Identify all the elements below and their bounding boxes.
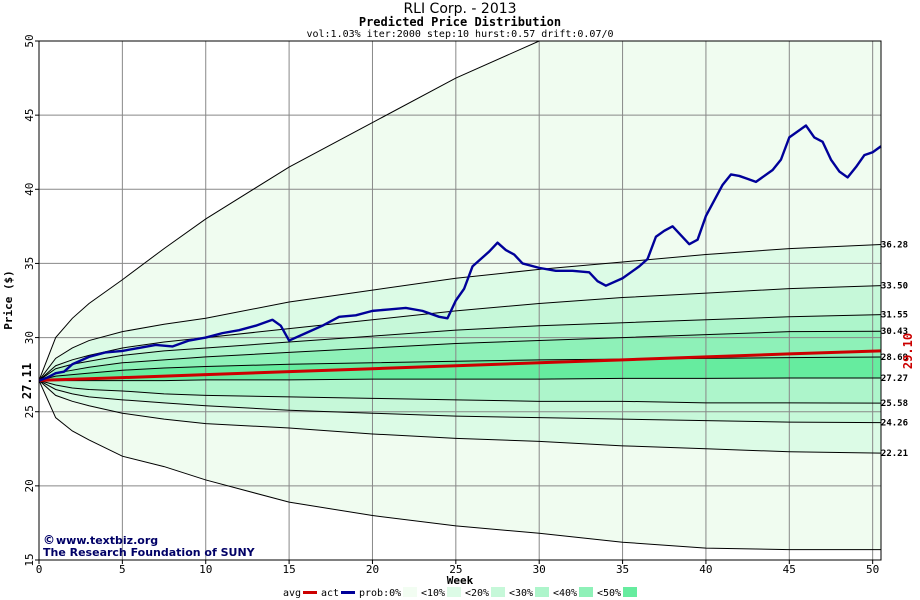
x-tick-label: 40 [699, 563, 712, 576]
percentile-line-upper-20 [38, 285, 882, 381]
band-50 [39, 356, 881, 381]
legend-swatch [403, 587, 417, 597]
percentile-line-lower-20 [38, 379, 882, 424]
end-label: 27.27 [881, 374, 908, 384]
credit-url: www.textbiz.org [56, 534, 158, 547]
credit-block: © www.textbiz.org The Research Foundatio… [43, 533, 256, 559]
x-tick-label: 15 [282, 563, 295, 576]
percentile-line-upper-10 [38, 243, 882, 381]
percentile-line-upper-40 [38, 330, 882, 381]
x-tick-label: 30 [533, 563, 546, 576]
y-tick-label: 15 [23, 553, 36, 566]
grid-lines [39, 40, 881, 561]
y-tick-label: 45 [23, 109, 36, 122]
percentile-line-upper-30 [38, 314, 882, 381]
legend-swatch [447, 587, 461, 597]
legend: avg act prob:0% <10% <20% <30% <40% <50% [283, 587, 637, 599]
chart-subtitle: Predicted Price Distribution [359, 15, 561, 29]
y-tick-label: 40 [23, 183, 36, 196]
end-value-labels: 36.28 33.50 31.55 30.43 28.69 27.27 25.58 24.26… [881, 240, 908, 459]
legend-label: <40% [553, 588, 577, 599]
percentile-curves [38, 40, 882, 551]
end-label: 31.55 [881, 311, 908, 321]
y-tick-label: 35 [23, 257, 36, 270]
x-tick-label: 20 [366, 563, 379, 576]
y-tick-label: 20 [23, 479, 36, 492]
legend-swatch [535, 587, 549, 597]
end-price-label: 29.10 [901, 333, 915, 369]
percentile-line-lower-30 [38, 379, 882, 404]
credit-org: The Research Foundation of SUNY [43, 546, 256, 559]
plot-frame [38, 40, 882, 561]
x-tick-label: 45 [783, 563, 796, 576]
series-line-act [38, 124, 882, 382]
y-axis-label: Price ($) [2, 270, 15, 330]
x-axis-ticks: 0 5 10 15 20 25 30 35 40 45 50 [36, 560, 879, 576]
price-series [38, 124, 882, 382]
legend-label: <50% [597, 588, 621, 599]
end-label: 30.43 [881, 327, 908, 337]
y-tick-label: 25 [23, 405, 36, 418]
legend-label: prob:0% [359, 588, 401, 599]
end-label: 36.28 [881, 240, 908, 250]
y-tick-label: 30 [23, 331, 36, 344]
end-label: 28.69 [881, 353, 908, 363]
end-label: 24.26 [881, 419, 908, 429]
legend-label: <10% [421, 588, 445, 599]
legend-swatch [491, 587, 505, 597]
end-label: 25.58 [881, 399, 908, 409]
chart-params: vol:1.03% iter:2000 step:10 hurst:0.57 d… [306, 29, 613, 40]
start-value-label: 27.11 [20, 363, 34, 399]
x-tick-label: 25 [449, 563, 462, 576]
legend-swatch [579, 587, 593, 597]
legend-label: act [321, 588, 339, 599]
legend-swatch [623, 587, 637, 597]
legend-swatch [341, 591, 355, 594]
percentile-line-lower-10 [38, 380, 882, 454]
legend-label: <20% [465, 588, 489, 599]
percentile-line-lower-0 [38, 380, 881, 551]
end-label: 22.21 [881, 449, 908, 459]
legend-label: <30% [509, 588, 533, 599]
legend-swatch [303, 591, 317, 594]
chart-title: RLI Corp. - 2013 [403, 1, 516, 17]
legend-label: avg [283, 588, 301, 599]
x-tick-label: 35 [616, 563, 629, 576]
y-tick-label: 50 [23, 34, 36, 47]
x-tick-label: 10 [199, 563, 212, 576]
x-tick-label: 50 [866, 563, 879, 576]
x-axis-label: Week [447, 574, 474, 587]
copyright-icon: © [43, 533, 55, 547]
x-tick-label: 5 [119, 563, 126, 576]
x-tick-label: 0 [36, 563, 43, 576]
y-axis-ticks: 15 20 25 30 35 40 45 50 [23, 34, 39, 567]
series-line-avg [38, 349, 882, 382]
end-label: 33.50 [881, 282, 908, 292]
